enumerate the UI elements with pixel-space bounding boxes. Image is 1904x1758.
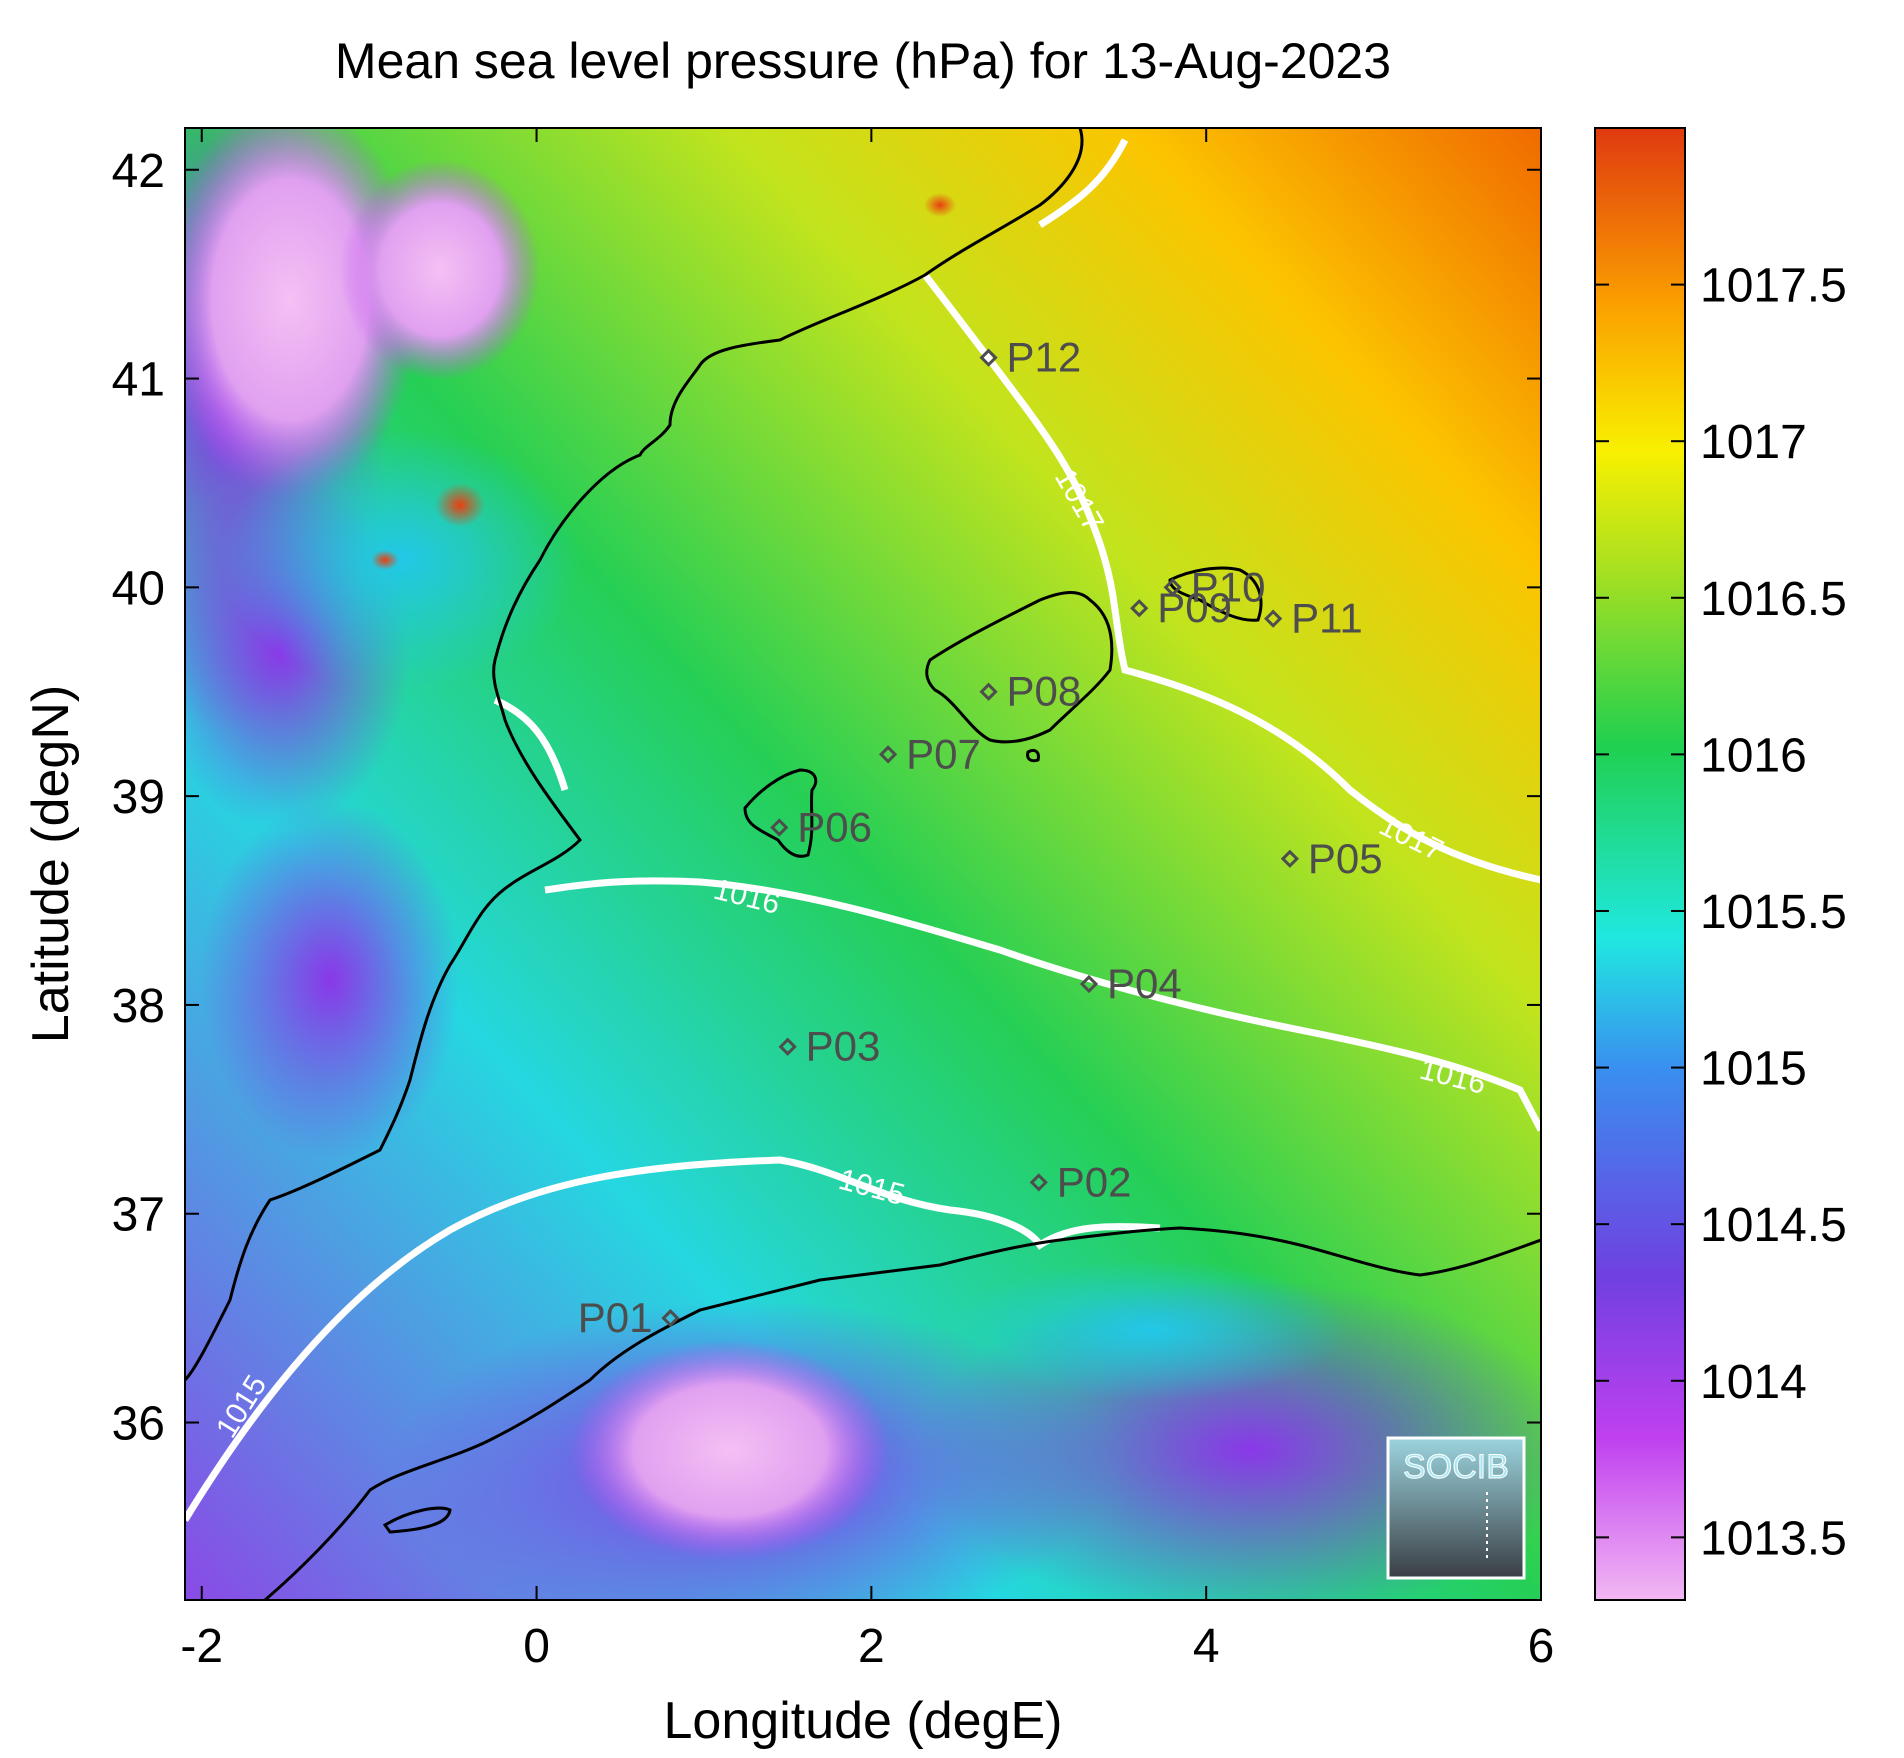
station-label: P06	[797, 803, 872, 850]
contour-1017	[922, 138, 1541, 884]
y-tick-label: 39	[112, 771, 165, 824]
station-marker	[1079, 974, 1099, 994]
station-marker	[778, 1037, 797, 1056]
coastline-africa	[264, 1226, 1541, 1600]
colorbar-tick-label: 1013.5	[1700, 1512, 1847, 1565]
map-frame	[184, 127, 1542, 1601]
x-tick-label: -2	[180, 1620, 223, 1673]
station-marker	[878, 745, 898, 764]
colorbar: 1013.5 1014 1014.5 1015 1015.5 1016 1016.5 1017…	[1594, 127, 1847, 1601]
socib-logo: SOCIB	[1386, 1436, 1526, 1580]
colorbar-ticks: 1013.5 1014 1014.5 1015 1015.5 1016 1016.5 1017…	[1595, 260, 1847, 1565]
station-label: P04	[1107, 960, 1182, 1007]
y-tick-label: 38	[112, 980, 165, 1033]
x-axis-label: Longitude (degE)	[664, 1692, 1063, 1750]
x-tick-label: 6	[1528, 1620, 1555, 1673]
island-alboran	[382, 1506, 452, 1534]
station-marker	[1264, 609, 1283, 628]
y-tick-label: 41	[112, 354, 165, 407]
x-axis: -2 0 2 4 6	[180, 128, 1554, 1673]
station-label: P11	[1291, 595, 1363, 642]
colorbar-tick-label: 1017.5	[1700, 260, 1847, 313]
y-tick-label: 36	[112, 1398, 165, 1451]
contour-1016	[544, 877, 1541, 1132]
coastline-iberia	[185, 128, 1084, 1382]
station-marker	[979, 348, 998, 367]
station-marker	[1163, 578, 1182, 597]
pressure-field: 1015 1015 1016 1016 1017 1017 P01P02P03P…	[185, 128, 1541, 1600]
station-label: P05	[1308, 835, 1383, 882]
y-axis: 36 37 38 39 40 41 42	[112, 145, 1541, 1451]
colorbar-tick-label: 1016.5	[1700, 573, 1847, 626]
x-tick-label: 2	[858, 1620, 885, 1673]
contour-1015	[185, 1156, 1161, 1522]
station-marker	[979, 682, 998, 701]
station-marker	[661, 1309, 680, 1328]
island-menorca	[1168, 566, 1263, 622]
colorbar-tick-label: 1015.5	[1700, 886, 1847, 939]
island-ibiza	[743, 768, 818, 858]
station-label: P03	[806, 1023, 881, 1070]
station-label: P10	[1191, 563, 1266, 610]
colorbar-tick-label: 1014.5	[1700, 1199, 1847, 1252]
colorbar-tick-label: 1015	[1700, 1043, 1807, 1096]
socib-logo-text: SOCIB	[1403, 1448, 1509, 1486]
y-tick-label: 40	[112, 562, 165, 615]
y-axis-label: Latitude (degN)	[22, 685, 80, 1043]
station-marker	[1130, 599, 1149, 618]
island-mallorca	[925, 591, 1114, 744]
y-tick-label: 42	[112, 145, 165, 198]
colorbar-tick-label: 1017	[1700, 416, 1807, 469]
colorbar-gradient	[1594, 127, 1686, 1601]
station-label: P07	[906, 730, 981, 777]
station-label: P01	[578, 1294, 653, 1341]
x-tick-label: 4	[1193, 1620, 1220, 1673]
station-label: P02	[1057, 1158, 1132, 1205]
station-label: P12	[1007, 334, 1082, 381]
station-marker	[770, 818, 789, 837]
chart-title: Mean sea level pressure (hPa) for 13-Aug…	[335, 33, 1391, 89]
y-tick-label: 37	[112, 1189, 165, 1242]
island-cabrera	[1026, 748, 1040, 763]
x-tick-label: 0	[523, 1620, 550, 1673]
colorbar-tick-label: 1014	[1700, 1356, 1807, 1409]
colorbar-tick-label: 1016	[1700, 729, 1807, 782]
station-marker	[1280, 849, 1300, 868]
station-marker	[1029, 1173, 1048, 1192]
station-label: P08	[1007, 668, 1082, 715]
contour-1016-coast	[493, 696, 569, 792]
